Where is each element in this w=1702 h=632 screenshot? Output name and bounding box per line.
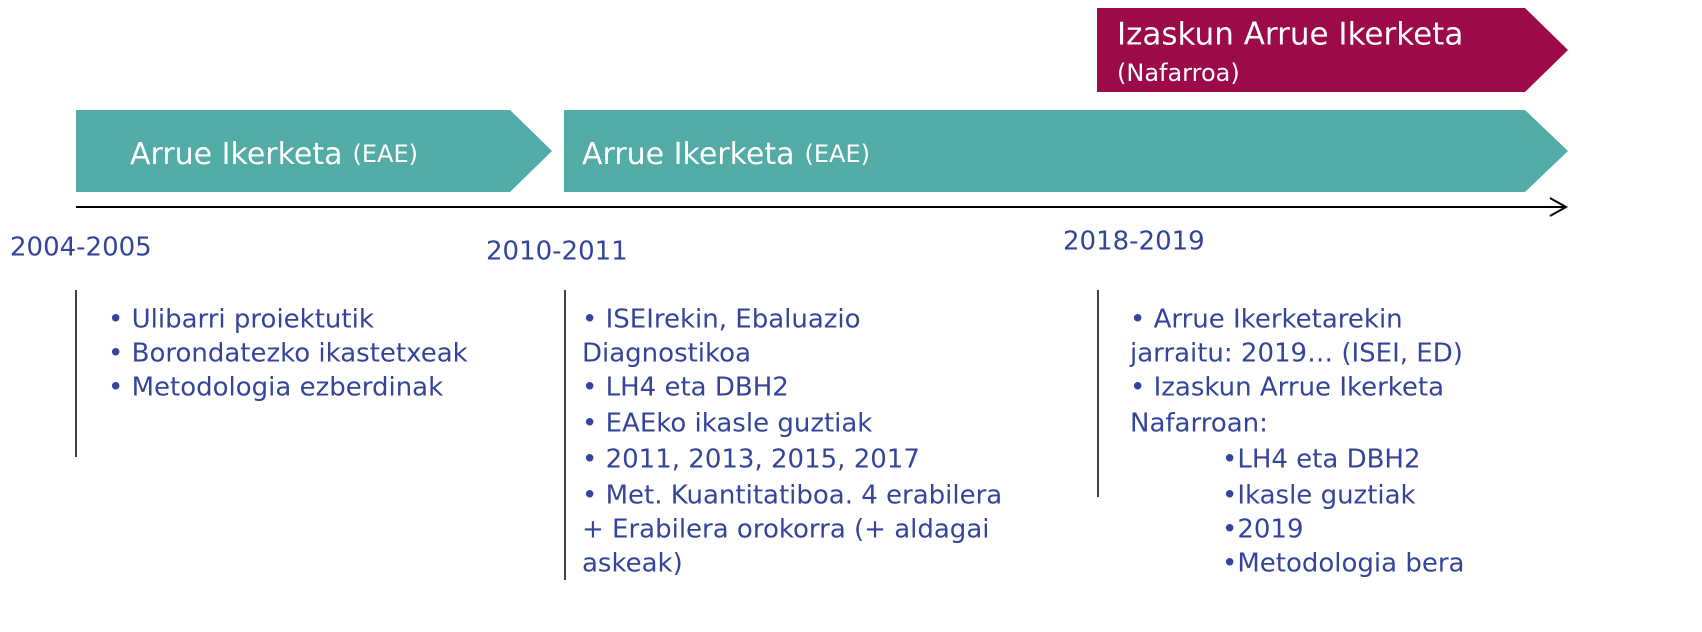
period-item: • Borondatezko ikastetxeak [108,339,468,369]
phase-arrow [564,110,1568,192]
banner-subtitle: (Nafarroa) [1117,59,1240,87]
phase-arrow [76,110,552,192]
period-item: •LH4 eta DBH2 [1222,445,1421,475]
phase-region: (EAE) [805,140,870,168]
banner-title: Izaskun Arrue Ikerketa [1117,17,1463,53]
phase-title: Arrue Ikerketa [130,137,343,172]
period-item: • EAEko ikasle guztiak [582,409,872,439]
period-item: • Arrue Ikerketarekin [1130,305,1403,335]
axis-arrowhead [1549,197,1569,217]
phase-label: Arrue Ikerketa (EAE) [130,137,418,172]
nafarroa-banner [1097,8,1568,92]
period-item: •Metodologia bera [1222,549,1464,579]
period-item: + Erabilera orokorra (+ aldagai [582,515,989,545]
period-item: Diagnostikoa [582,339,751,369]
period-item: • Met. Kuantitatiboa. 4 erabilera [582,481,1002,511]
period-item: • 2011, 2013, 2015, 2017 [582,445,920,475]
period-item: jarraitu: 2019… (ISEI, ED) [1129,339,1463,369]
phase-label: Arrue Ikerketa (EAE) [582,137,870,172]
period-year: 2004-2005 [10,233,152,263]
period-item: • Metodologia ezberdinak [108,373,443,403]
period-item: • ISEIrekin, Ebaluazio [582,305,861,335]
period-item: • Izaskun Arrue Ikerketa [1130,373,1444,403]
period-item: • LH4 eta DBH2 [582,373,789,403]
period-item: • Ulibarri proiektutik [108,305,374,335]
period-item: •2019 [1222,515,1304,545]
phase-title: Arrue Ikerketa [582,137,795,172]
period-year: 2010-2011 [486,237,628,267]
period-item: •Ikasle guztiak [1222,481,1416,511]
period-item: askeak) [582,549,683,579]
period-year: 2018-2019 [1063,227,1205,257]
period-item: Nafarroan: [1130,409,1268,439]
phase-region: (EAE) [353,140,418,168]
